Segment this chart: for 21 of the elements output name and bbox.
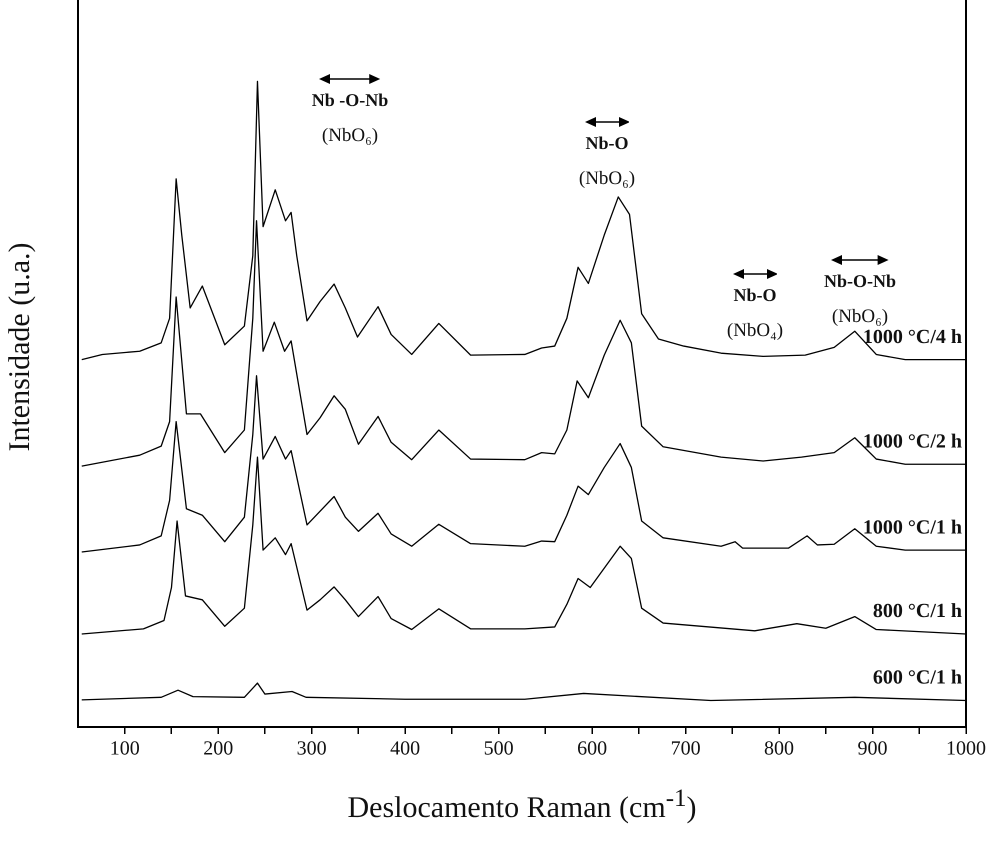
x-tick-label: 200 xyxy=(203,737,234,760)
annotation: Nb -O-Nb (NbO₆) xyxy=(312,89,388,146)
x-tick-label: 100 xyxy=(110,737,140,760)
x-tick-label: 600 xyxy=(577,737,608,760)
series-label: 1000 °C/2 h xyxy=(862,430,962,452)
x-axis-title: Deslocamento Raman (cm$^{-1}$) xyxy=(346,785,698,825)
x-tick-label: 900 xyxy=(858,737,888,760)
series-label: 800 °C/1 h xyxy=(872,600,962,622)
x-tick-label: 1000 xyxy=(946,737,986,760)
series-label: 1000 °C/1 h xyxy=(862,516,962,538)
annotation: Nb-O (NbO₄) xyxy=(726,284,784,341)
annotation: Nb-O-Nb (NbO₆) xyxy=(824,270,896,327)
x-tick-label: 700 xyxy=(670,737,701,760)
annotation: Nb-O (NbO₆) xyxy=(578,132,636,189)
series-label: 1000 °C/4 h xyxy=(862,326,962,348)
x-tick-label: 800 xyxy=(764,737,794,760)
x-tick-label: 500 xyxy=(484,737,514,760)
x-tick-label: 300 xyxy=(296,737,327,760)
y-axis-title: Intensidade (u.a.) xyxy=(3,241,37,454)
series-label: 600 °C/1 h xyxy=(872,666,962,689)
x-tick-label: 400 xyxy=(390,737,420,760)
